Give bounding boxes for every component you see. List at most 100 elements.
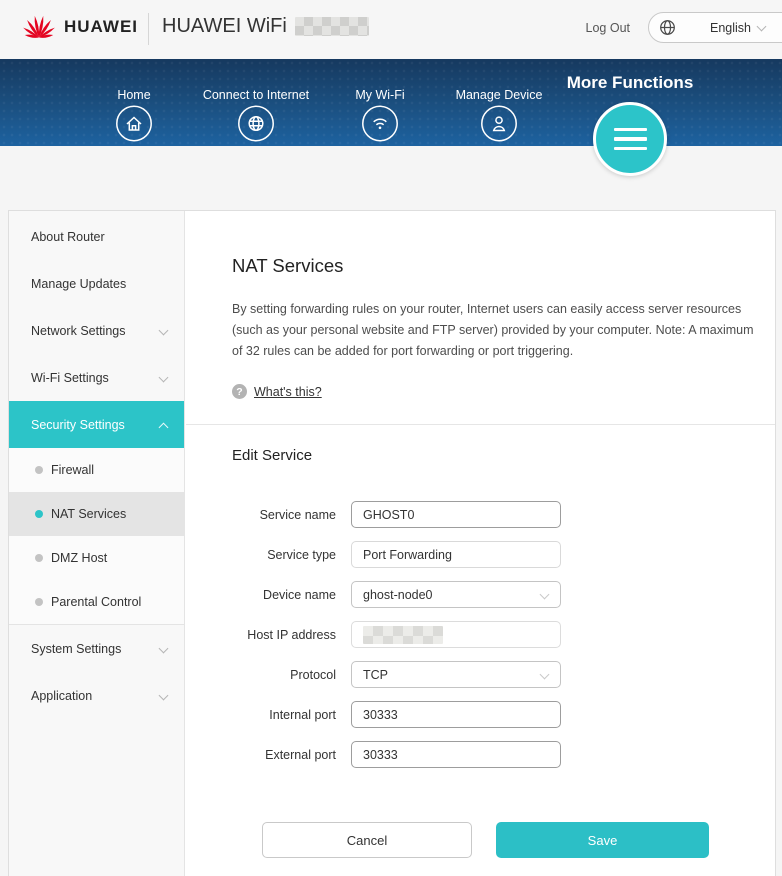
internal-port-input[interactable] — [351, 701, 561, 728]
internal-port-label: Internal port — [269, 707, 336, 722]
bullet-dot-icon — [35, 554, 43, 562]
device-name-select[interactable]: ghost-node0 — [351, 581, 561, 608]
protocol-select[interactable]: TCP — [351, 661, 561, 688]
sidebar-subitem-label: DMZ Host — [51, 551, 108, 565]
main-navigation: Home Connect to Internet — [0, 59, 782, 176]
nav-label: Manage Device — [455, 88, 543, 102]
sidebar-item-label: Application — [31, 688, 93, 703]
brand: HUAWEI — [22, 13, 138, 40]
service-name-label: Service name — [259, 507, 336, 522]
globe-icon — [659, 19, 676, 36]
save-button[interactable]: Save — [496, 822, 709, 858]
device-user-icon — [481, 105, 518, 142]
form-row-device-name: Device name ghost-node0 — [232, 581, 735, 608]
sidebar-item-manage-updates[interactable]: Manage Updates — [9, 260, 184, 307]
chevron-down-icon — [158, 372, 169, 383]
service-type-label: Service type — [267, 547, 336, 562]
page-title: NAT Services — [232, 255, 344, 276]
help-row: ? What's this? — [232, 384, 735, 399]
hamburger-menu-icon[interactable] — [593, 102, 667, 176]
sidebar-subitem-parental-control[interactable]: Parental Control — [9, 580, 184, 624]
sidebar-item-label: About Router — [31, 229, 105, 244]
sidebar-item-label: Network Settings — [31, 323, 126, 338]
sidebar-subitem-label: Parental Control — [51, 595, 142, 609]
chevron-up-icon — [158, 422, 169, 433]
chevron-down-icon — [158, 690, 169, 701]
settings-card: About Router Manage Updates Network Sett… — [8, 210, 776, 876]
redacted-product-suffix — [294, 17, 369, 36]
nav-label: Home — [117, 88, 151, 102]
sidebar-subitem-firewall[interactable]: Firewall — [9, 448, 184, 492]
form-row-host-ip: Host IP address — [232, 621, 735, 648]
huawei-logo-icon — [22, 13, 56, 40]
internet-globe-icon — [238, 105, 275, 142]
bullet-dot-icon — [35, 466, 43, 474]
sidebar-subitem-label: Firewall — [51, 463, 95, 477]
chevron-down-icon — [158, 325, 169, 336]
header-divider — [148, 13, 149, 45]
bullet-dot-icon — [35, 598, 43, 606]
sidebar-item-label: Security Settings — [31, 417, 125, 432]
product-title-text: HUAWEI WiFi — [162, 15, 287, 37]
home-icon — [116, 105, 153, 142]
service-type-field — [351, 541, 561, 568]
wifi-icon — [362, 105, 399, 142]
product-title: HUAWEI WiFi — [162, 15, 369, 38]
sidebar-item-label: Manage Updates — [31, 276, 127, 291]
nav-item-more-functions[interactable]: More Functions — [550, 59, 710, 176]
protocol-value: TCP — [363, 667, 388, 682]
sidebar-item-system-settings[interactable]: System Settings — [9, 625, 184, 672]
form-row-protocol: Protocol TCP — [232, 661, 735, 688]
language-value: English — [710, 20, 751, 35]
sidebar-subitem-dmz-host[interactable]: DMZ Host — [9, 536, 184, 580]
chevron-down-icon — [756, 21, 767, 32]
nav-label: My Wi-Fi — [355, 88, 405, 102]
sidebar-item-application[interactable]: Application — [9, 672, 184, 719]
chevron-down-icon — [539, 589, 550, 600]
chevron-down-icon — [539, 669, 550, 680]
brand-name: HUAWEI — [64, 16, 138, 36]
cancel-button[interactable]: Cancel — [262, 822, 472, 858]
language-selector[interactable]: English — [648, 12, 782, 43]
edit-service-form: Service name Service type Device name gh… — [232, 501, 735, 768]
host-ip-field — [351, 621, 561, 648]
form-actions: Cancel Save — [262, 822, 735, 858]
nav-item-connect-to-internet[interactable]: Connect to Internet — [186, 59, 326, 146]
nav-label: Connect to Internet — [202, 88, 310, 102]
chevron-down-icon — [158, 643, 169, 654]
sidebar-item-security-settings[interactable]: Security Settings — [9, 401, 184, 448]
nav-item-my-wifi[interactable]: My Wi-Fi — [310, 59, 450, 146]
sidebar-item-label: Wi-Fi Settings — [31, 370, 109, 385]
edit-service-title: Edit Service — [232, 447, 313, 464]
whats-this-link[interactable]: What's this? — [254, 384, 322, 399]
sidebar-item-label: System Settings — [31, 641, 122, 656]
sidebar-item-about-router[interactable]: About Router — [9, 213, 184, 260]
security-settings-submenu: Firewall NAT Services DMZ Host Parental … — [9, 448, 184, 625]
settings-sidebar: About Router Manage Updates Network Sett… — [9, 211, 185, 876]
external-port-input[interactable] — [351, 741, 561, 768]
nav-item-home[interactable]: Home — [64, 59, 204, 146]
form-row-external-port: External port — [232, 741, 735, 768]
nav-item-manage-device[interactable]: Manage Device — [429, 59, 569, 146]
sidebar-subitem-nat-services[interactable]: NAT Services — [9, 492, 184, 536]
device-name-label: Device name — [263, 587, 336, 602]
logout-link[interactable]: Log Out — [585, 21, 630, 35]
section-divider — [186, 424, 775, 425]
sidebar-item-network-settings[interactable]: Network Settings — [9, 307, 184, 354]
form-row-service-type: Service type — [232, 541, 735, 568]
form-row-internal-port: Internal port — [232, 701, 735, 728]
redacted-host-ip — [363, 625, 443, 644]
nav-label: More Functions — [566, 73, 694, 92]
external-port-label: External port — [265, 747, 336, 762]
host-ip-label: Host IP address — [247, 627, 336, 642]
protocol-label: Protocol — [290, 667, 336, 682]
service-name-input[interactable] — [351, 501, 561, 528]
page-description: By setting forwarding rules on your rout… — [232, 302, 754, 358]
form-row-service-name: Service name — [232, 501, 735, 528]
nat-services-content: NAT Services By setting forwarding rules… — [186, 211, 775, 876]
bullet-dot-icon — [35, 510, 43, 518]
sidebar-item-wifi-settings[interactable]: Wi-Fi Settings — [9, 354, 184, 401]
sidebar-subitem-label: NAT Services — [51, 507, 127, 521]
top-header: HUAWEI HUAWEI WiFi Log Out English — [0, 0, 782, 59]
